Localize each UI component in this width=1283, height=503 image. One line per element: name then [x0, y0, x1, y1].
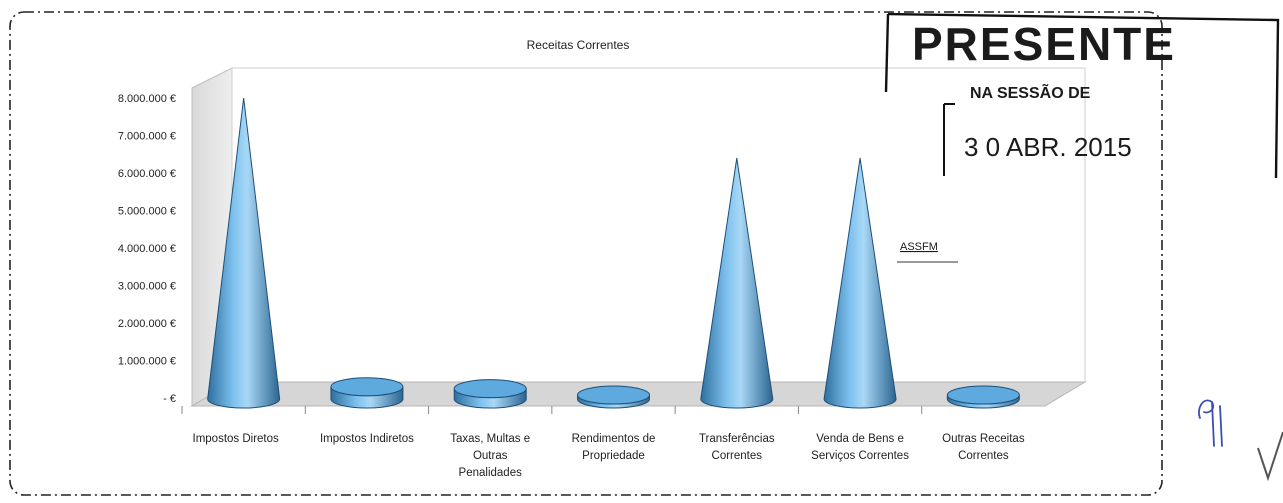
stamp-date: 3 0 ABR. 2015	[964, 132, 1132, 162]
x-category-label: Rendimentos de Propriedade	[572, 433, 656, 462]
y-tick-label: 4.000.000 €	[118, 243, 176, 255]
handwritten-initials	[1198, 399, 1223, 447]
series-cones	[207, 97, 1020, 409]
back-wall	[231, 67, 1086, 383]
y-axis: - € 1.000.000 € 2.000.000 € 3.000.000 € 4.00…	[118, 93, 176, 405]
stamp-frame-left	[884, 13, 890, 93]
cone-mark	[453, 379, 527, 409]
x-category-label: Venda de Bens e Serviços Correntes	[811, 433, 909, 462]
disc-top	[577, 385, 650, 405]
cone-mark	[330, 377, 404, 409]
y-tick-label: 6.000.000 €	[118, 168, 176, 180]
y-tick-label: 8.000.000 €	[118, 93, 176, 105]
cone-mark	[207, 97, 281, 409]
stamp-frame	[887, 12, 1280, 179]
handwritten-check	[1257, 431, 1283, 482]
cone-body	[823, 157, 897, 409]
y-tick-label: - €	[163, 393, 176, 405]
y-tick-label: 3.000.000 €	[118, 281, 176, 293]
reception-stamp: PRESENTE NA SESSÃO DE 3 0 ABR. 2015 ASSF…	[884, 12, 1280, 263]
cone-mark	[823, 157, 897, 409]
chart-title: Receitas Correntes	[527, 38, 630, 52]
cone-mark	[946, 385, 1020, 409]
stamp-bracket	[943, 103, 955, 176]
cone-mark	[577, 385, 650, 409]
x-category-label: Impostos Indiretos	[320, 433, 414, 445]
stamp-tag: ASSFM	[900, 241, 938, 253]
disc-top	[453, 379, 527, 399]
y-tick-label: 1.000.000 €	[118, 356, 176, 368]
x-category-label: Taxas, Multas e Outras Penalidades	[450, 433, 530, 479]
stamp-headline: PRESENTE	[912, 18, 1176, 70]
cone-mark	[700, 157, 774, 409]
x-category-label: Outras Receitas Correntes	[942, 433, 1025, 462]
y-tick-label: 2.000.000 €	[118, 318, 176, 330]
x-axis: Impostos Diretos Impostos Indiretos Taxas,…	[181, 406, 1025, 479]
disc-top	[946, 385, 1020, 405]
cone-body	[700, 157, 774, 409]
cone-body	[207, 97, 281, 409]
chart-border	[9, 11, 1163, 496]
y-tick-label: 5.000.000 €	[118, 206, 176, 218]
x-category-label: Transferências Correntes	[699, 433, 775, 462]
y-tick-label: 7.000.000 €	[118, 131, 176, 143]
disc-top	[330, 377, 404, 397]
x-category-label: Impostos Diretos	[193, 433, 280, 445]
stamp-subline: NA SESSÃO DE	[970, 82, 1091, 102]
